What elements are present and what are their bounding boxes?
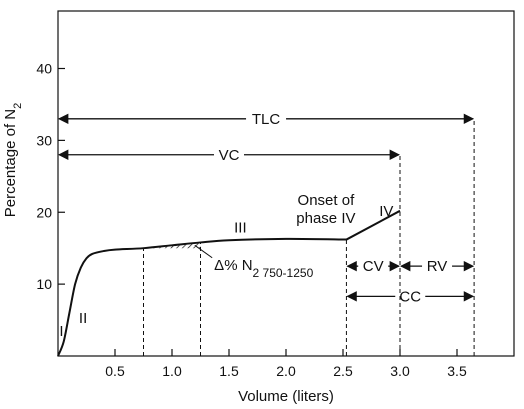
onset-annotation-line: phase IV xyxy=(296,210,355,227)
span-cc-label: CC xyxy=(399,288,421,305)
y-axis-ticks: 10 20 30 40 xyxy=(36,61,65,292)
y-axis-label-main: Percentage of N xyxy=(2,109,19,217)
delta-annotation-sub: 2 750-1250 xyxy=(253,266,314,280)
delta-leader-line xyxy=(194,244,213,259)
onset-annotation-line: Onset of xyxy=(298,192,356,209)
x-tick-label: 2.5 xyxy=(333,363,353,379)
phase-label: II xyxy=(79,310,87,327)
volume-spans: TLC VC CV RV CC xyxy=(57,111,475,305)
phase-label: I xyxy=(59,323,63,340)
y-tick-label: 10 xyxy=(36,276,52,292)
x-tick-label: 2.0 xyxy=(276,363,296,379)
x-tick-label: 3.5 xyxy=(447,363,467,379)
x-axis-label: Volume (liters) xyxy=(238,388,334,405)
span-vc-label: VC xyxy=(219,147,240,164)
y-tick-label: 30 xyxy=(36,132,52,148)
span-tlc-label: TLC xyxy=(252,111,281,128)
x-tick-label: 1.5 xyxy=(219,363,239,379)
y-axis-label: Percentage of N2 xyxy=(2,103,24,218)
y-tick-label: 20 xyxy=(36,204,52,220)
delta-annotation-main: Δ% N xyxy=(214,257,252,274)
n2-washout-curve xyxy=(57,209,401,357)
span-rv-label: RV xyxy=(427,258,448,275)
plot-frame xyxy=(57,10,515,357)
y-axis-label-sub: 2 xyxy=(12,103,24,109)
span-cv-label: CV xyxy=(363,258,384,275)
phase-label: III xyxy=(234,219,247,236)
x-tick-label: 1.0 xyxy=(162,363,182,379)
x-tick-label: 0.5 xyxy=(105,363,125,379)
x-axis-ticks: 0.5 1.0 1.5 2.0 2.5 3.0 3.5 xyxy=(105,349,467,379)
y-tick-label: 40 xyxy=(36,61,52,77)
phase-label: IV xyxy=(379,203,393,220)
delta-annotation: Δ% N2 750-1250 xyxy=(214,257,313,280)
x-tick-label: 3.0 xyxy=(390,363,410,379)
